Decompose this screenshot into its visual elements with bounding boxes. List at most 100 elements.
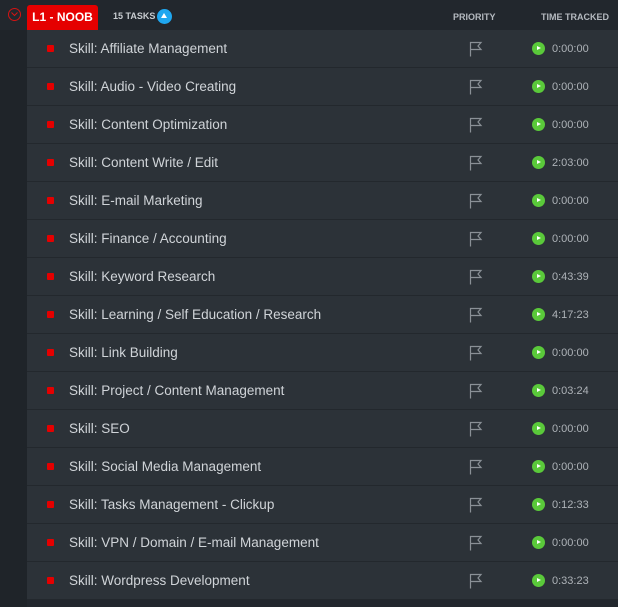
- time-tracked: 0:00:00: [552, 233, 589, 245]
- task-row[interactable]: Skill: Social Media Management 0:00:00: [27, 448, 618, 486]
- time-tracked: 0:03:24: [552, 385, 589, 397]
- time-tracked: 0:12:33: [552, 499, 589, 511]
- status-icon[interactable]: [47, 425, 54, 432]
- task-row[interactable]: Skill: Affiliate Management 0:00:00: [27, 30, 618, 68]
- play-timer-icon[interactable]: [532, 460, 545, 473]
- task-row[interactable]: Skill: Finance / Accounting 0:00:00: [27, 220, 618, 258]
- column-time-tracked[interactable]: TIME TRACKED: [541, 12, 609, 22]
- task-name[interactable]: Skill: Link Building: [69, 345, 178, 360]
- priority-flag-icon[interactable]: [469, 155, 483, 171]
- time-tracked: 0:00:00: [552, 119, 589, 131]
- task-name[interactable]: Skill: Tasks Management - Clickup: [69, 497, 275, 512]
- task-name[interactable]: Skill: Social Media Management: [69, 459, 262, 474]
- play-timer-icon[interactable]: [532, 270, 545, 283]
- priority-flag-icon[interactable]: [469, 459, 483, 475]
- time-tracked: 0:00:00: [552, 461, 589, 473]
- play-timer-icon[interactable]: [532, 194, 545, 207]
- task-row[interactable]: Skill: Wordpress Development 0:33:23: [27, 562, 618, 600]
- status-icon[interactable]: [47, 45, 54, 52]
- task-name[interactable]: Skill: E-mail Marketing: [69, 193, 203, 208]
- collapse-tasks-icon[interactable]: [157, 9, 172, 24]
- status-icon[interactable]: [47, 159, 54, 166]
- task-name[interactable]: Skill: Affiliate Management: [69, 41, 228, 56]
- priority-flag-icon[interactable]: [469, 79, 483, 95]
- status-icon[interactable]: [47, 349, 54, 356]
- play-timer-icon[interactable]: [532, 156, 545, 169]
- priority-flag-icon[interactable]: [469, 307, 483, 323]
- play-timer-icon[interactable]: [532, 346, 545, 359]
- status-icon[interactable]: [47, 235, 54, 242]
- priority-flag-icon[interactable]: [469, 421, 483, 437]
- task-name[interactable]: Skill: Audio - Video Creating: [69, 79, 237, 94]
- task-name[interactable]: Skill: Keyword Research: [69, 269, 216, 284]
- time-tracked: 2:03:00: [552, 157, 589, 169]
- status-icon[interactable]: [47, 273, 54, 280]
- priority-flag-icon[interactable]: [469, 117, 483, 133]
- status-icon[interactable]: [47, 83, 54, 90]
- task-row[interactable]: Skill: Tasks Management - Clickup 0:12:3…: [27, 486, 618, 524]
- play-timer-icon[interactable]: [532, 42, 545, 55]
- play-timer-icon[interactable]: [532, 574, 545, 587]
- chevron-down-icon: [11, 12, 18, 17]
- play-timer-icon[interactable]: [532, 422, 545, 435]
- time-tracked: 0:00:00: [552, 537, 589, 549]
- task-name[interactable]: Skill: SEO: [69, 421, 130, 436]
- play-timer-icon[interactable]: [532, 80, 545, 93]
- play-timer-icon[interactable]: [532, 232, 545, 245]
- status-icon[interactable]: [47, 311, 54, 318]
- group-header: L1 - NOOB 15 TASKS PRIORITY TIME TRACKED: [0, 0, 618, 30]
- play-timer-icon[interactable]: [532, 384, 545, 397]
- task-row[interactable]: Skill: Audio - Video Creating 0:00:00: [27, 68, 618, 106]
- task-name[interactable]: Skill: Project / Content Management: [69, 383, 285, 398]
- priority-flag-icon[interactable]: [469, 269, 483, 285]
- task-row[interactable]: Skill: E-mail Marketing 0:00:00: [27, 182, 618, 220]
- time-tracked: 0:00:00: [552, 347, 589, 359]
- status-icon[interactable]: [47, 539, 54, 546]
- priority-flag-icon[interactable]: [469, 383, 483, 399]
- task-name[interactable]: Skill: Content Write / Edit: [69, 155, 219, 170]
- play-timer-icon[interactable]: [532, 536, 545, 549]
- task-row[interactable]: Skill: VPN / Domain / E-mail Management …: [27, 524, 618, 562]
- priority-flag-icon[interactable]: [469, 497, 483, 513]
- task-row[interactable]: Skill: Link Building 0:00:00: [27, 334, 618, 372]
- task-name[interactable]: Skill: Learning / Self Education / Resea…: [69, 307, 322, 322]
- status-icon[interactable]: [47, 121, 54, 128]
- priority-flag-icon[interactable]: [469, 41, 483, 57]
- task-row[interactable]: Skill: Project / Content Management 0:03…: [27, 372, 618, 410]
- collapse-group-button[interactable]: [8, 8, 21, 21]
- play-timer-icon[interactable]: [532, 118, 545, 131]
- time-tracked: 0:00:00: [552, 43, 589, 55]
- task-row[interactable]: Skill: SEO 0:00:00: [27, 410, 618, 448]
- task-name[interactable]: Skill: VPN / Domain / E-mail Management: [69, 535, 319, 550]
- group-badge[interactable]: L1 - NOOB: [27, 5, 98, 30]
- task-name[interactable]: Skill: Finance / Accounting: [69, 231, 227, 246]
- status-icon[interactable]: [47, 577, 54, 584]
- priority-flag-icon[interactable]: [469, 345, 483, 361]
- status-icon[interactable]: [47, 501, 54, 508]
- play-timer-icon[interactable]: [532, 498, 545, 511]
- time-tracked: 0:00:00: [552, 81, 589, 93]
- time-tracked: 4:17:23: [552, 309, 589, 321]
- task-count: 15 TASKS: [113, 11, 156, 21]
- time-tracked: 0:43:39: [552, 271, 589, 283]
- task-row[interactable]: Skill: Content Write / Edit 2:03:00: [27, 144, 618, 182]
- left-gutter: [0, 0, 27, 607]
- play-timer-icon[interactable]: [532, 308, 545, 321]
- priority-flag-icon[interactable]: [469, 573, 483, 589]
- time-tracked: 0:00:00: [552, 195, 589, 207]
- priority-flag-icon[interactable]: [469, 231, 483, 247]
- priority-flag-icon[interactable]: [469, 193, 483, 209]
- status-icon[interactable]: [47, 387, 54, 394]
- time-tracked: 0:00:00: [552, 423, 589, 435]
- task-name[interactable]: Skill: Content Optimization: [69, 117, 228, 132]
- task-name[interactable]: Skill: Wordpress Development: [69, 573, 250, 588]
- task-row[interactable]: Skill: Content Optimization 0:00:00: [27, 106, 618, 144]
- status-icon[interactable]: [47, 463, 54, 470]
- task-row[interactable]: Skill: Learning / Self Education / Resea…: [27, 296, 618, 334]
- time-tracked: 0:33:23: [552, 575, 589, 587]
- task-list: Skill: Affiliate Management 0:00:00 Skil…: [27, 30, 618, 600]
- task-row[interactable]: Skill: Keyword Research 0:43:39: [27, 258, 618, 296]
- column-priority[interactable]: PRIORITY: [453, 12, 496, 22]
- priority-flag-icon[interactable]: [469, 535, 483, 551]
- status-icon[interactable]: [47, 197, 54, 204]
